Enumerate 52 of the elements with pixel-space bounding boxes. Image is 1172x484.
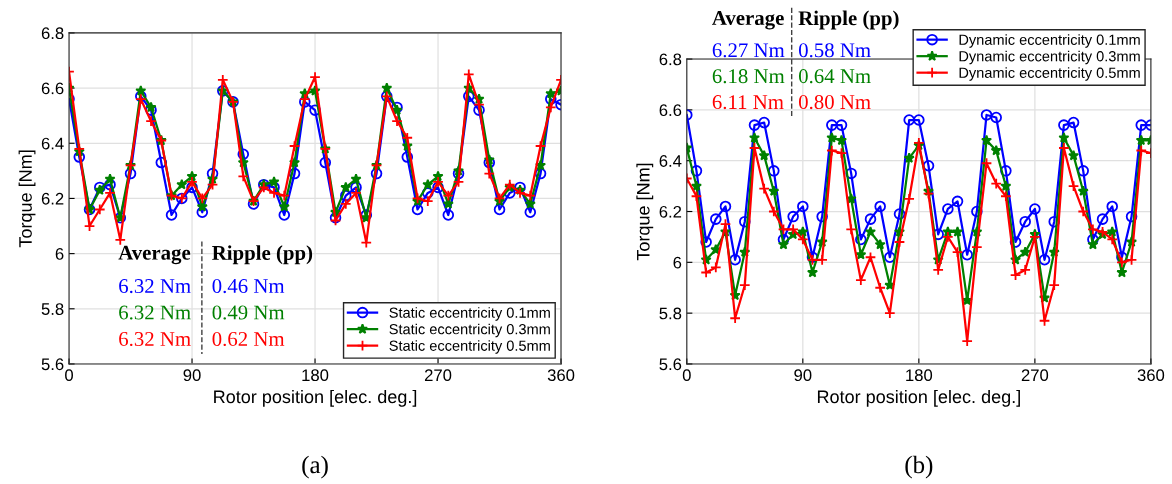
y-tick-label: 5.6 <box>41 358 64 371</box>
text: (b) <box>905 455 933 479</box>
text: Average <box>712 11 784 30</box>
annotation: 6.18 Nm <box>712 69 785 84</box>
y-tick-label: 6.8 <box>659 53 682 66</box>
y-tick-label: 5.8 <box>659 307 682 320</box>
annotation: 0.64 Nm <box>798 69 871 84</box>
text: (a) <box>302 455 328 479</box>
annotation: Ripple (pp) <box>212 245 313 265</box>
y-tick-label: 5.8 <box>41 303 64 315</box>
x-axis-title: Rotor position [elec. deg.] <box>817 389 1020 407</box>
text: 0.58 Nm <box>798 43 871 58</box>
text: Ripple (pp) <box>798 10 899 30</box>
y-tick-label: 6.4 <box>659 155 682 167</box>
legend-label: Static eccentricity 0.5mm <box>389 340 550 354</box>
annotation: 6.32 Nm <box>119 305 191 320</box>
annotation: 0.49 Nm <box>212 305 285 320</box>
y-axis-title: Torque [Nm] <box>636 163 654 261</box>
legend-label: Dynamic eccentricity 0.3mm <box>959 50 1140 65</box>
legend-label: Dynamic eccentricity 0.1mm <box>959 34 1140 48</box>
annotation: 0.62 Nm <box>212 331 285 347</box>
x-tick-label: 0 <box>682 369 691 382</box>
x-tick-label: 270 <box>424 369 452 382</box>
annotation: 0.80 Nm <box>798 95 871 110</box>
x-tick-label: 0 <box>65 369 74 382</box>
x-tick-label: 180 <box>906 369 933 382</box>
x-tick-label: 360 <box>547 369 575 382</box>
y-tick-label: 5.6 <box>659 358 682 371</box>
y-tick-label: 6.6 <box>659 104 682 117</box>
y-tick-label: 6.4 <box>41 137 64 150</box>
legend-label: Static eccentricity 0.3mm <box>389 323 550 338</box>
x-tick-label: 180 <box>302 369 329 382</box>
annotation: 6.11 Nm <box>712 95 784 110</box>
x-tick-label: 270 <box>1021 369 1049 382</box>
x-tick-label: 90 <box>794 369 812 382</box>
y-tick-label: 6.2 <box>41 192 64 205</box>
text: 6.27 Nm <box>712 43 785 58</box>
annotation: 6.32 Nm <box>119 332 191 347</box>
y-tick-label: 6 <box>55 248 64 260</box>
legend-label: Static eccentricity 0.1mm <box>389 307 550 321</box>
y-tick-label: 6.8 <box>41 27 64 40</box>
x-tick-label: 90 <box>183 369 201 382</box>
annotation: 6.32 Nm <box>119 279 191 294</box>
annotation: 0.46 Nm <box>212 278 285 294</box>
legend-label: Dynamic eccentricity 0.5mm <box>959 67 1140 81</box>
y-tick-label: 6.6 <box>41 82 64 95</box>
annotation: Average <box>118 245 191 265</box>
y-tick-label: 6.2 <box>659 205 682 218</box>
y-tick-label: 6 <box>673 256 682 269</box>
x-axis-title: Rotor position [elec. deg.] <box>214 389 417 407</box>
x-tick-label: 360 <box>1137 369 1165 382</box>
y-axis-title: Torque [Nm] <box>18 150 36 248</box>
